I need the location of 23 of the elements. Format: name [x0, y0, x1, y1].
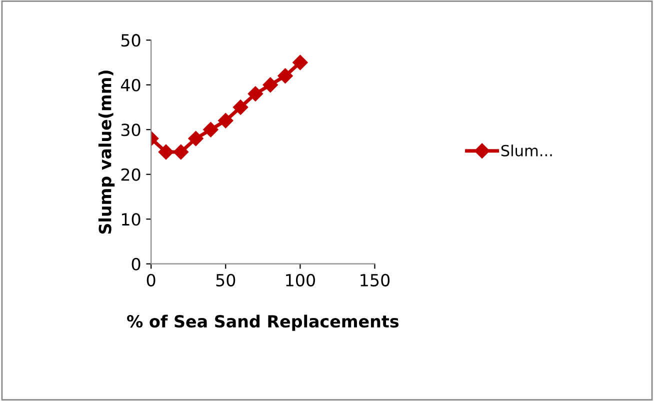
y-tick-label: 30: [121, 124, 140, 136]
x-tick-label: 50: [216, 274, 236, 286]
y-axis-title: Slump value(mm): [98, 70, 115, 234]
point: [158, 144, 174, 160]
x-tick-label: 150: [360, 274, 390, 286]
x-tick-label: 100: [286, 274, 315, 286]
x-axis-title: % of Sea Sand Replacements: [127, 314, 399, 331]
y-tick-label: 10: [122, 213, 140, 226]
point: [232, 100, 248, 115]
point: [218, 113, 234, 128]
point: [262, 77, 278, 92]
point: [278, 68, 293, 84]
point: [248, 86, 264, 102]
point: [203, 122, 218, 138]
y-tick-label: 40: [120, 78, 140, 92]
x-tick-label: 0: [146, 274, 156, 286]
point: [173, 144, 188, 160]
point: [292, 54, 308, 70]
legend-label: Slum...: [501, 144, 552, 156]
y-tick-label: 0: [132, 258, 140, 270]
y-tick-label: 50: [121, 34, 140, 47]
y-tick-label: 20: [121, 168, 140, 181]
point: [188, 130, 204, 146]
